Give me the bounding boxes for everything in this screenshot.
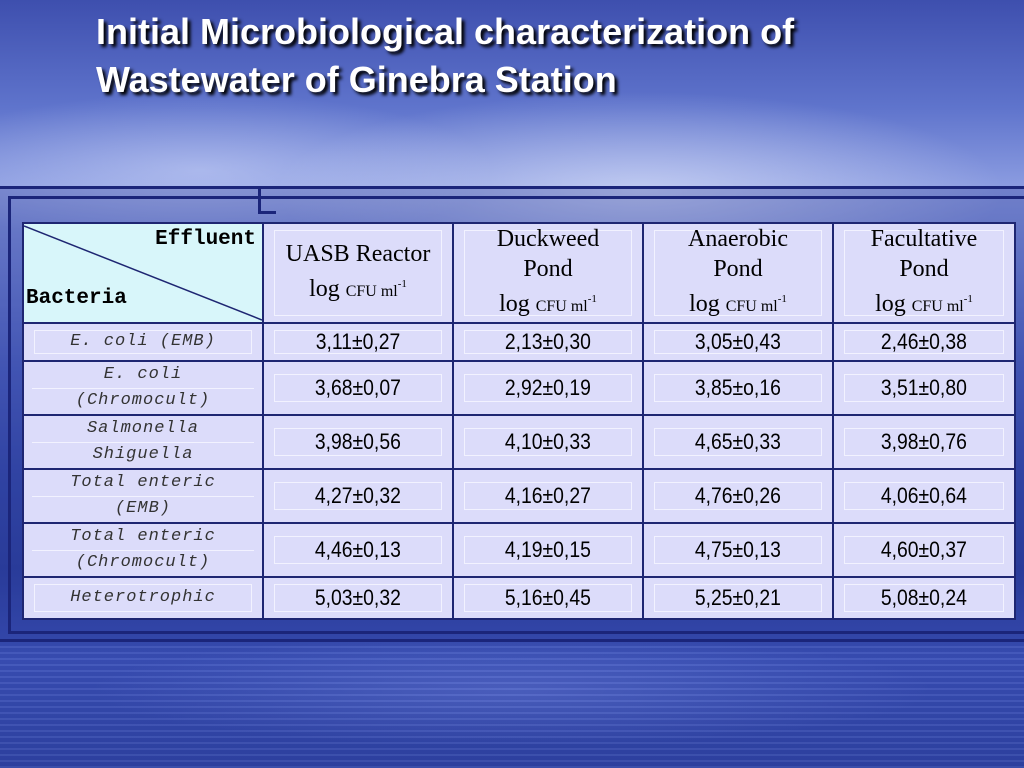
value: 4,10±0,33 xyxy=(505,429,591,454)
unit-prefix: log xyxy=(875,291,906,317)
row-label-cell: E. coli (EMB) xyxy=(24,324,264,360)
row-label-cell: E. coli (Chromocult) xyxy=(24,362,264,414)
value: 2,92±0,19 xyxy=(505,375,591,400)
unit-exp: -1 xyxy=(397,278,407,290)
unit-exp: -1 xyxy=(963,293,973,305)
row-label-cell: Salmonella Shiguella xyxy=(24,416,264,468)
column-header-facultative: Facultative Pond log CFU ml-1 xyxy=(834,224,1014,322)
unit-exp: -1 xyxy=(587,293,597,305)
corner-label-bacteria: Bacteria xyxy=(26,287,127,310)
value: 3,51±0,80 xyxy=(881,375,967,400)
table-header-row: Effluent Bacteria UASB Reactor log CFU m… xyxy=(24,224,1014,324)
value: 3,68±0,07 xyxy=(315,375,401,400)
value: 3,05±0,43 xyxy=(695,329,781,354)
value: 4,19±0,15 xyxy=(505,537,591,562)
row-label: Salmonella Shiguella xyxy=(86,419,200,464)
column-name: Duckweed Pond xyxy=(496,226,600,282)
value: 4,16±0,27 xyxy=(505,483,591,508)
value-cell: 5,16±0,45 xyxy=(454,578,644,618)
value-cell: 5,25±0,21 xyxy=(644,578,834,618)
row-label-cell: Total enteric (Chromocult) xyxy=(24,524,264,576)
slide-title: Initial Microbiological characterization… xyxy=(96,11,795,100)
value-cell: 5,03±0,32 xyxy=(264,578,454,618)
value-cell: 4,27±0,32 xyxy=(264,470,454,522)
value: 4,46±0,13 xyxy=(315,537,401,562)
column-header-uasb: UASB Reactor log CFU ml-1 xyxy=(264,224,454,322)
column-name: Facultative Pond xyxy=(870,226,978,282)
corner-diagonal-line xyxy=(24,225,262,321)
row-label-cell: Heterotrophic xyxy=(24,578,264,618)
value: 4,75±0,13 xyxy=(695,537,781,562)
corner-label-effluent: Effluent xyxy=(155,228,256,251)
column-name: UASB Reactor xyxy=(285,241,431,267)
value-cell: 4,75±0,13 xyxy=(644,524,834,576)
value-cell: 2,13±0,30 xyxy=(454,324,644,360)
value-cell: 4,06±0,64 xyxy=(834,470,1014,522)
value-cell: 4,46±0,13 xyxy=(264,524,454,576)
value: 2,46±0,38 xyxy=(881,329,967,354)
value: 2,13±0,30 xyxy=(505,329,591,354)
value-cell: 3,51±0,80 xyxy=(834,362,1014,414)
unit: CFU ml xyxy=(725,298,778,315)
value: 3,85±o,16 xyxy=(695,375,781,400)
corner-header-cell: Effluent Bacteria xyxy=(24,224,264,322)
value: 3,98±0,56 xyxy=(315,429,401,454)
value: 5,08±0,24 xyxy=(881,585,967,610)
row-label: Total enteric (Chromocult) xyxy=(70,527,216,572)
row-label-cell: Total enteric (EMB) xyxy=(24,470,264,522)
value: 4,27±0,32 xyxy=(315,483,401,508)
value-cell: 3,98±0,76 xyxy=(834,416,1014,468)
unit-prefix: log xyxy=(309,276,340,302)
value-cell: 4,10±0,33 xyxy=(454,416,644,468)
value-cell: 3,98±0,56 xyxy=(264,416,454,468)
column-header-duckweed: Duckweed Pond log CFU ml-1 xyxy=(454,224,644,322)
unit: CFU ml xyxy=(535,298,588,315)
value: 4,65±0,33 xyxy=(695,429,781,454)
table-frame-inner xyxy=(8,196,1024,634)
value-cell: 3,85±o,16 xyxy=(644,362,834,414)
table-frame-notch xyxy=(258,186,276,214)
row-label: E. coli (EMB) xyxy=(70,332,216,351)
value-cell: 4,76±0,26 xyxy=(644,470,834,522)
table-row: Total enteric (Chromocult) 4,46±0,13 4,1… xyxy=(24,524,1014,578)
value: 4,76±0,26 xyxy=(695,483,781,508)
table-row: E. coli (Chromocult) 3,68±0,07 2,92±0,19… xyxy=(24,362,1014,416)
value-cell: 5,08±0,24 xyxy=(834,578,1014,618)
unit: CFU ml xyxy=(911,298,964,315)
value-cell: 2,46±0,38 xyxy=(834,324,1014,360)
value-cell: 3,68±0,07 xyxy=(264,362,454,414)
value: 3,98±0,76 xyxy=(881,429,967,454)
value-cell: 2,92±0,19 xyxy=(454,362,644,414)
value-cell: 3,11±0,27 xyxy=(264,324,454,360)
table-row: Salmonella Shiguella 3,98±0,56 4,10±0,33… xyxy=(24,416,1014,470)
unit: CFU ml xyxy=(345,283,398,300)
table-row: Total enteric (EMB) 4,27±0,32 4,16±0,27 … xyxy=(24,470,1014,524)
unit-prefix: log xyxy=(499,291,530,317)
row-label: E. coli (Chromocult) xyxy=(75,365,211,410)
value: 4,06±0,64 xyxy=(881,483,967,508)
value-cell: 4,16±0,27 xyxy=(454,470,644,522)
column-name: Anaerobic Pond xyxy=(688,226,788,282)
value: 4,60±0,37 xyxy=(881,537,967,562)
value-cell: 3,05±0,43 xyxy=(644,324,834,360)
row-label: Heterotrophic xyxy=(70,588,216,607)
sea-background xyxy=(0,640,1024,768)
value: 5,03±0,32 xyxy=(315,585,401,610)
value-cell: 4,19±0,15 xyxy=(454,524,644,576)
value-cell: 4,60±0,37 xyxy=(834,524,1014,576)
table-row: Heterotrophic 5,03±0,32 5,16±0,45 5,25±0… xyxy=(24,578,1014,618)
value-cell: 4,65±0,33 xyxy=(644,416,834,468)
value: 5,25±0,21 xyxy=(695,585,781,610)
data-table: Effluent Bacteria UASB Reactor log CFU m… xyxy=(22,222,1016,620)
table-row: E. coli (EMB) 3,11±0,27 2,13±0,30 3,05±0… xyxy=(24,324,1014,362)
row-label: Total enteric (EMB) xyxy=(70,473,216,518)
value: 5,16±0,45 xyxy=(505,585,591,610)
value: 3,11±0,27 xyxy=(315,329,401,354)
column-header-anaerobic: Anaerobic Pond log CFU ml-1 xyxy=(644,224,834,322)
unit-prefix: log xyxy=(689,291,720,317)
unit-exp: -1 xyxy=(777,293,787,305)
